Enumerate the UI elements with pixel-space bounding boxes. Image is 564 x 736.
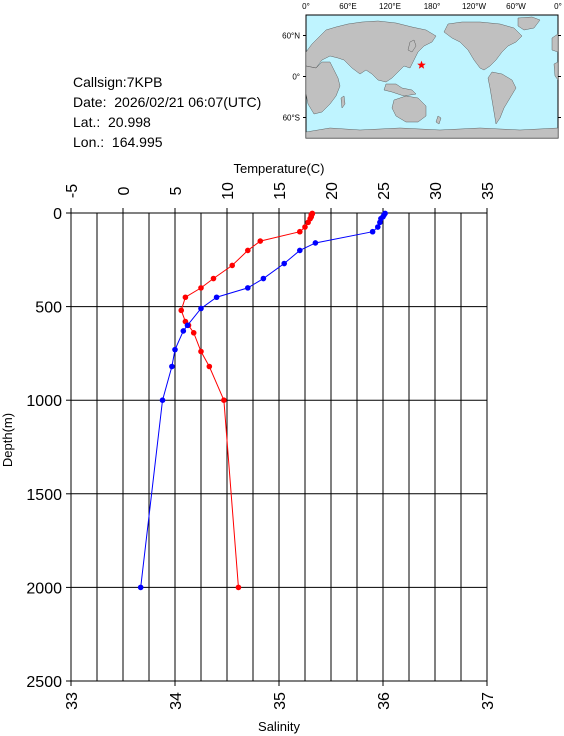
- antarctica-land: [305, 127, 559, 139]
- salinity-data-point: [369, 228, 376, 235]
- world-map: 0° 60°E 120°E 180° 120°W 60°W 0° 60°N 0° 60°S: [282, 2, 562, 139]
- europe-edge-land: [551, 33, 559, 53]
- map-latitude-label: 60°N: [282, 32, 300, 41]
- map-longitude-labels: 0° 60°E 120°E 180° 120°W 60°W 0°: [302, 2, 562, 11]
- temperature-data-point: [198, 285, 204, 291]
- map-latitude-label: 0°: [292, 73, 300, 82]
- map-latitude-labels: 60°N 0° 60°S: [282, 32, 561, 123]
- temperature-tick-label: 35: [480, 182, 497, 200]
- japan-land: [407, 39, 417, 53]
- temperature-tick-label: 15: [272, 182, 289, 200]
- temperature-axis-title: Temperature(C): [233, 161, 324, 176]
- temperature-data-point: [178, 307, 185, 314]
- africa-edge-land: [553, 61, 559, 81]
- temperature-tick-label: 0: [116, 186, 133, 195]
- salinity-data-point: [137, 584, 144, 591]
- chart-series: [137, 210, 388, 591]
- new-zealand-land: [435, 115, 442, 125]
- salinity-tick-label: 34: [168, 692, 185, 710]
- temperature-data-point: [297, 228, 303, 235]
- salinity-data-point: [169, 363, 175, 370]
- salinity-tick-labels: 33 34 35 36 37: [64, 681, 497, 710]
- temperature-data-point: [221, 397, 227, 404]
- depth-tick-label: 1500: [26, 487, 62, 504]
- temperature-data-point: [235, 584, 242, 591]
- map-longitude-label: 120°E: [379, 2, 401, 11]
- salinity-data-point: [180, 328, 187, 334]
- depth-tick-label: 2500: [26, 674, 62, 691]
- temperature-data-point: [206, 363, 213, 370]
- depth-tick-labels: 0 500 1000 1500 2000 2500: [26, 206, 71, 691]
- temperature-tick-label: 30: [428, 182, 445, 200]
- temperature-data-point: [305, 219, 311, 226]
- temperature-tick-label: 10: [220, 182, 237, 200]
- salinity-data-point: [377, 219, 383, 226]
- map-longitude-label: 0°: [554, 2, 562, 11]
- indonesia-land: [383, 83, 417, 97]
- latitude-text: Lat.: 20.998: [73, 114, 151, 130]
- salinity-data-point: [245, 285, 251, 291]
- salinity-tick-label: 37: [480, 692, 497, 710]
- temperature-tick-label: -5: [64, 184, 81, 198]
- temperature-data-point: [245, 247, 251, 254]
- salinity-data-point: [198, 305, 204, 312]
- salinity-data-point: [297, 247, 303, 254]
- salinity-data-point: [281, 260, 288, 267]
- map-latitude-label: 60°S: [283, 114, 300, 123]
- salinity-data-point: [172, 346, 178, 353]
- map-longitude-label: 60°W: [506, 2, 526, 11]
- temperature-data-point: [182, 294, 189, 301]
- date-text: Date: 2026/02/21 06:07(UTC): [73, 94, 262, 110]
- salinity-data-point: [312, 240, 319, 246]
- salinity-data-point: [375, 224, 381, 230]
- map-land: [305, 16, 559, 139]
- north-america-land: [443, 21, 523, 71]
- temperature-data-point: [198, 348, 204, 355]
- depth-tick-label: 1000: [26, 393, 62, 410]
- callsign-text: Callsign:7KPB: [73, 74, 163, 90]
- salinity-data-point: [213, 294, 220, 301]
- chart-grid: [71, 212, 487, 682]
- depth-tick-label: 0: [53, 206, 62, 223]
- salinity-tick-label: 36: [376, 692, 393, 710]
- temperature-tick-labels: -5 0 5 10 15 20 25 30 35: [64, 182, 497, 213]
- longitude-text: Lon.: 164.995: [73, 134, 163, 150]
- africa-land: [305, 61, 341, 115]
- salinity-data-point: [260, 275, 267, 282]
- salinity-data-point: [184, 322, 191, 329]
- eurasia-land: [305, 20, 437, 83]
- greenland-land: [517, 16, 541, 31]
- temperature-data-point: [257, 238, 264, 244]
- map-longitude-label: 120°W: [462, 2, 487, 11]
- temperature-data-point: [210, 275, 217, 282]
- temperature-tick-label: 5: [168, 186, 185, 195]
- profile-chart: -5 0 5 10 15 20 25 30 35 33 34 35 36 37 050010001500…: [0, 161, 497, 734]
- madagascar-land: [340, 95, 346, 109]
- salinity-tick-label: 33: [64, 692, 81, 710]
- south-america-land: [487, 71, 517, 125]
- salinity-data-point: [159, 397, 166, 404]
- temperature-tick-label: 20: [324, 182, 341, 200]
- depth-tick-label: 2000: [26, 580, 62, 597]
- depth-axis-title: Depth(m): [0, 413, 15, 467]
- map-longitude-label: 0°: [302, 2, 310, 11]
- australia-land: [391, 95, 427, 123]
- map-longitude-label: 60°E: [339, 2, 356, 11]
- salinity-tick-label: 35: [272, 692, 289, 710]
- temperature-data-point: [190, 330, 197, 336]
- station-marker-icon: [417, 60, 426, 69]
- map-longitude-label: 180°: [424, 2, 441, 11]
- temperature-data-point: [302, 224, 308, 230]
- depth-tick-label: 500: [35, 300, 62, 317]
- salinity-axis-title: Salinity: [258, 719, 300, 734]
- station-info: Callsign:7KPB Date: 2026/02/21 06:07(UTC…: [73, 72, 261, 152]
- temperature-data-point: [229, 262, 235, 269]
- temperature-tick-label: 25: [376, 182, 393, 200]
